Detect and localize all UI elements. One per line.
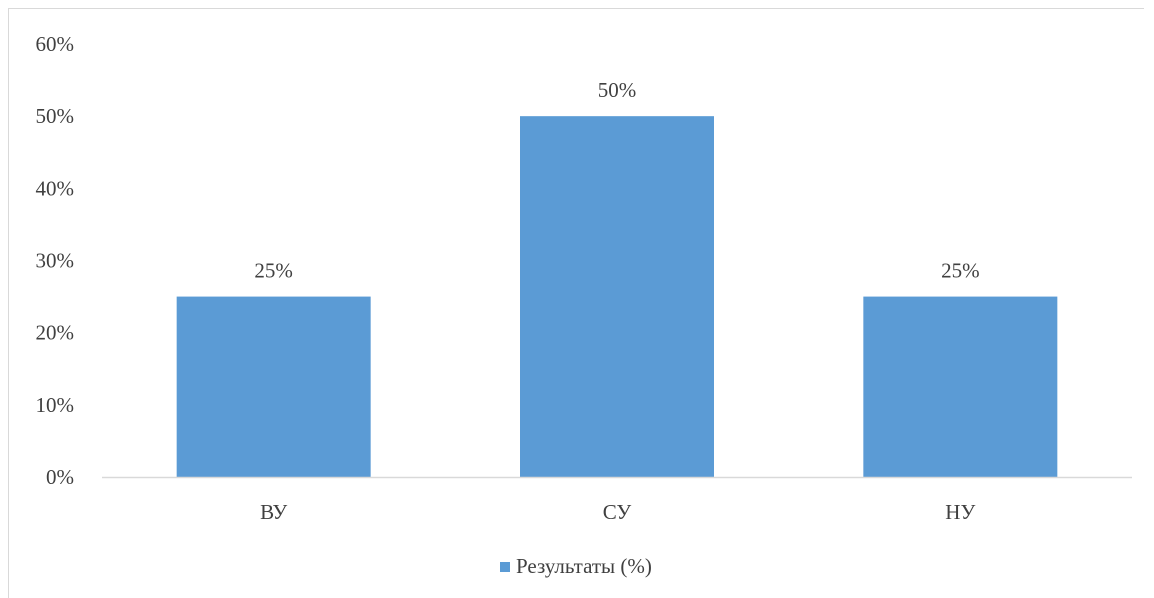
legend: Результаты (%)	[500, 554, 652, 578]
y-tick-label: 30%	[36, 249, 75, 273]
y-axis-ticks: 0% 10% 20% 30% 40% 50% 60%	[36, 32, 75, 489]
legend-swatch-icon	[500, 562, 510, 572]
y-tick-label: 0%	[46, 465, 74, 489]
y-tick-label: 40%	[36, 176, 75, 200]
y-tick-label: 20%	[36, 321, 75, 345]
bar-data-label: 25%	[941, 259, 980, 283]
bar	[520, 116, 714, 478]
x-tick-label: СУ	[603, 500, 632, 524]
data-labels: 25% 50% 25%	[254, 78, 979, 282]
bar-data-label: 25%	[254, 259, 293, 283]
x-tick-label: ВУ	[260, 500, 287, 524]
y-tick-label: 60%	[36, 32, 75, 56]
bar	[176, 296, 371, 477]
x-tick-label: НУ	[945, 500, 975, 524]
bars	[176, 116, 1058, 478]
y-tick-label: 50%	[36, 104, 75, 128]
y-tick-label: 10%	[36, 393, 75, 417]
x-axis-labels: ВУ СУ НУ	[260, 500, 975, 524]
bar-data-label: 50%	[598, 78, 637, 102]
legend-label: Результаты (%)	[516, 554, 652, 578]
bar	[863, 296, 1058, 477]
